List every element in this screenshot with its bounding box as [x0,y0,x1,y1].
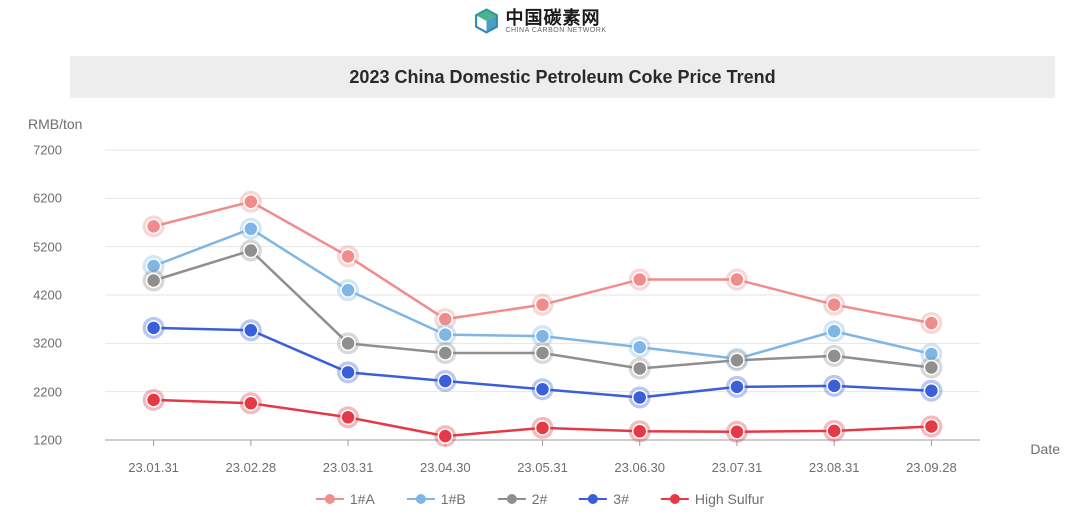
series-marker [438,328,452,342]
series-marker [730,380,744,394]
legend-item: High Sulfur [661,491,764,507]
chart-legend: 1#A 1#B 2# 3# High Sulfur [316,491,764,507]
x-tick-label: 23.05.31 [517,450,568,475]
x-tick-label: 23.08.31 [809,450,860,475]
series-marker [633,340,647,354]
logo-cn: 中国碳素网 [505,9,606,27]
legend-item: 3# [579,491,629,507]
series-marker [633,390,647,404]
series-marker [633,273,647,287]
series-marker [730,273,744,287]
x-tick-label: 23.06.30 [614,450,665,475]
chart-title: 2023 China Domestic Petroleum Coke Price… [349,67,775,88]
series-marker [536,382,550,396]
y-tick-label: 2200 [33,384,70,399]
series-marker [827,379,841,393]
series-marker [827,298,841,312]
series-marker [924,361,938,375]
series-marker [536,346,550,360]
series-marker [924,384,938,398]
x-tick-label: 23.01.31 [128,450,179,475]
series-marker [244,396,258,410]
x-tick-label: 23.03.31 [323,450,374,475]
series-marker [341,336,355,350]
legend-label: 2# [532,491,548,507]
series-marker [341,249,355,263]
series-marker [244,244,258,258]
series-marker [633,361,647,375]
y-tick-label: 5200 [33,239,70,254]
series-marker [924,419,938,433]
series-marker [827,324,841,338]
x-tick-label: 23.09.28 [906,450,957,475]
series-marker [827,349,841,363]
y-tick-label: 1200 [33,433,70,448]
logo-hex-icon [473,8,499,34]
y-tick-label: 6200 [33,191,70,206]
series-marker [827,424,841,438]
series-marker [438,374,452,388]
legend-item: 1#A [316,491,375,507]
chart-title-bar: 2023 China Domestic Petroleum Coke Price… [70,56,1055,98]
legend-swatch-icon [498,492,526,506]
series-marker [147,321,161,335]
series-marker [730,425,744,439]
series-marker [536,298,550,312]
series-marker [341,283,355,297]
legend-swatch-icon [407,492,435,506]
x-tick-label: 23.07.31 [712,450,763,475]
legend-label: High Sulfur [695,491,764,507]
legend-swatch-icon [316,492,344,506]
series-marker [536,329,550,343]
series-marker [341,365,355,379]
series-marker [341,410,355,424]
series-marker [244,323,258,337]
y-tick-label: 7200 [33,143,70,158]
series-marker [924,316,938,330]
series-marker [536,421,550,435]
x-tick-label: 23.02.28 [226,450,277,475]
series-marker [730,353,744,367]
y-tick-label: 4200 [33,288,70,303]
legend-label: 1#B [441,491,466,507]
x-tick-label: 23.04.30 [420,450,471,475]
legend-label: 3# [613,491,629,507]
legend-label: 1#A [350,491,375,507]
series-marker [244,222,258,236]
series-marker [244,195,258,209]
series-marker [438,346,452,360]
logo-text: 中国碳素网 CHINA CARBON NETWORK [505,9,606,34]
series-marker [633,424,647,438]
legend-swatch-icon [661,492,689,506]
legend-item: 2# [498,491,548,507]
brand-logo: 中国碳素网 CHINA CARBON NETWORK [473,8,606,34]
logo-en: CHINA CARBON NETWORK [505,27,606,34]
series-marker [147,219,161,233]
series-marker [438,429,452,443]
y-tick-label: 3200 [33,336,70,351]
chart-canvas: 1200220032004200520062007200 23.01.3123.… [70,140,1030,450]
series-marker [147,274,161,288]
legend-swatch-icon [579,492,607,506]
x-axis-label: Date [1030,441,1060,457]
series-marker [147,393,161,407]
y-axis-label: RMB/ton [28,116,82,132]
legend-item: 1#B [407,491,466,507]
